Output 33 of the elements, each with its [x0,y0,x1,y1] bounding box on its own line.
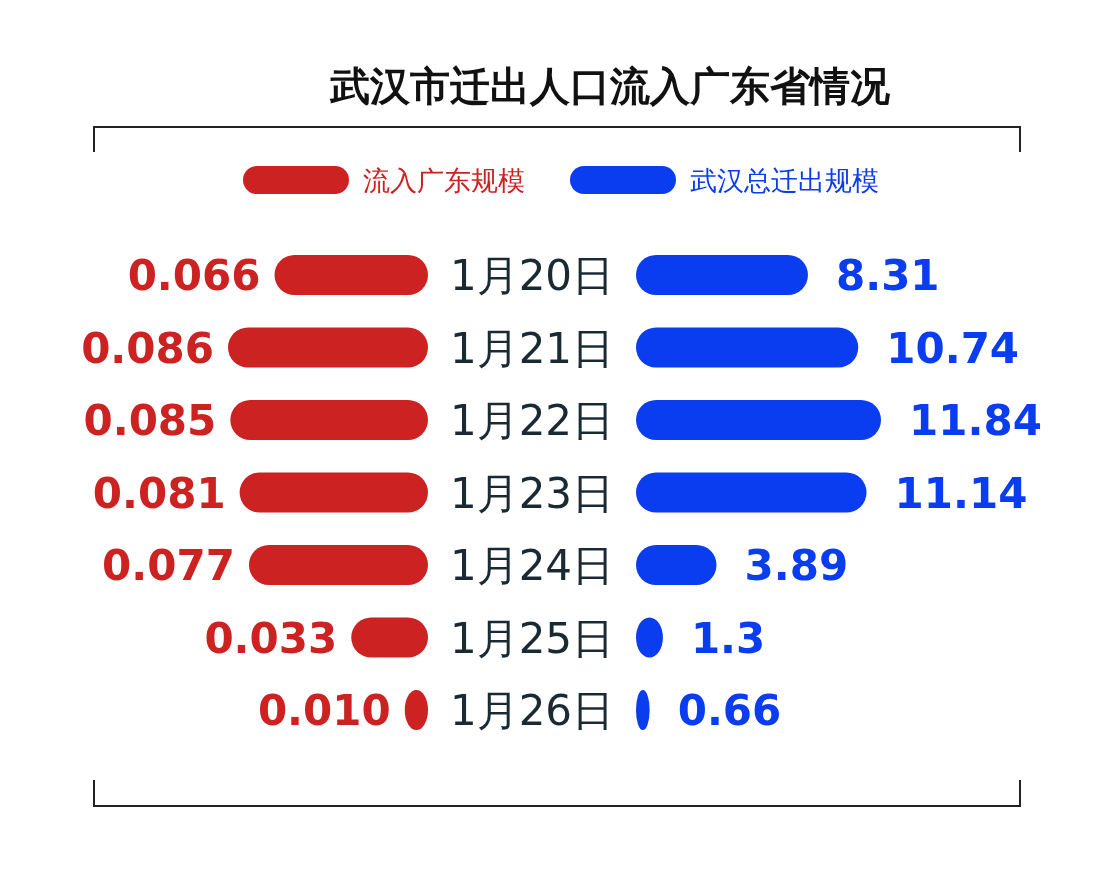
bar [636,327,859,368]
bar [636,472,867,513]
y-tick-label: 1月24日 [449,541,615,590]
y-tick-label: 1月21日 [449,323,615,373]
data-label: 0.033 [204,613,338,663]
y-tick-label: 1月26日 [449,686,615,735]
bar [248,545,428,585]
bar [228,327,428,368]
data-label: 3.89 [744,541,849,590]
bar [230,400,428,440]
legend-label: 流入广东规模 [363,165,525,196]
data-label: 0.086 [81,323,214,373]
data-label: 0.066 [127,251,261,300]
y-tick-label: 1月23日 [449,468,615,518]
legend-label: 武汉总迁出规模 [690,165,879,196]
data-label: 0.077 [102,541,235,590]
data-label: 0.66 [677,686,782,735]
y-tick-label: 1月22日 [449,396,615,445]
data-label: 1.3 [690,613,766,663]
data-label: 11.14 [894,468,1028,518]
data-label: 11.84 [909,396,1042,445]
bar [274,255,428,295]
data-label: 0.081 [92,468,226,518]
bar [636,255,808,295]
bar [636,400,881,440]
data-label: 10.74 [886,323,1020,373]
data-label: 0.085 [83,396,217,445]
data-label: 8.31 [835,251,940,300]
bar [239,472,428,513]
text: 武汉市迁出人口流入广东省情况 [329,63,890,109]
y-tick-label: 1月25日 [449,613,615,663]
y-tick-label: 1月20日 [449,251,615,300]
data-label: 0.010 [257,686,391,735]
